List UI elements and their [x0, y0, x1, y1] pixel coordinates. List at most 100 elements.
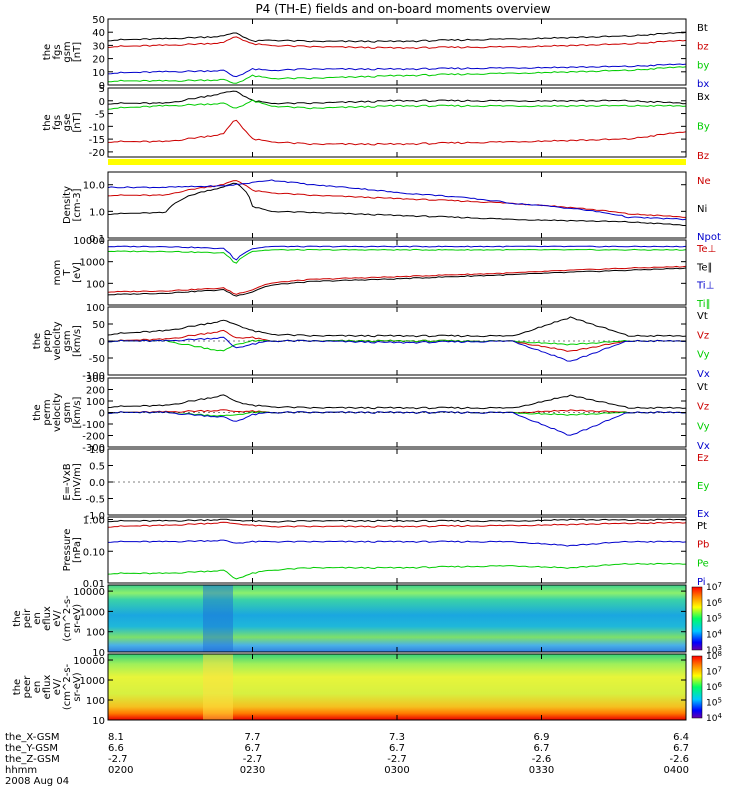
peer-colorbar-tick: 106 — [706, 681, 722, 693]
peer-ytick-label: 10 — [92, 716, 105, 727]
peir-spectrogram — [108, 585, 686, 652]
temperature-ytick-label: 1000 — [80, 258, 105, 269]
efield-ytick-label: 1.0 — [89, 445, 105, 456]
density-ytick-label: 0.1 — [89, 234, 105, 245]
peer-ylabel-line: en — [32, 681, 43, 694]
temperature-ylabel-line: T — [62, 269, 73, 277]
fgs_mag-legend-bz: bz — [697, 42, 709, 53]
pressure-ylabel-line: [nPa] — [72, 537, 83, 563]
panel-peer: 104 105 106 107 108 10 100 1000 10000 the peer en ef… — [12, 650, 722, 727]
density-legend-Npot: Npot — [697, 232, 721, 243]
temperature-series-Te⊥ — [107, 265, 687, 295]
vel_perm-series-Vt — [107, 394, 687, 410]
density-legend-Ni: Ni — [697, 204, 707, 215]
fgs_mag-series-Bt — [107, 31, 687, 43]
temperature-series-Te∥ — [107, 267, 687, 297]
fgs_gse-ytick-label: 5 — [99, 84, 105, 95]
peer-ytick-label: 1000 — [80, 676, 105, 687]
peer-ylabel-line: eflux — [42, 675, 53, 700]
fgs_gse-series-Bx — [107, 90, 687, 105]
footer-value-t: 0400 — [664, 765, 689, 776]
fgs_mag-ytick-label: 30 — [92, 41, 105, 52]
efield-ylabel-line: [mV/m] — [72, 463, 83, 501]
pressure-ytick-label: 0.10 — [83, 547, 105, 558]
footer-value-x: 6.4 — [673, 732, 689, 743]
peir-ytick-label: 100 — [86, 628, 105, 639]
peir-colorbar-tick: 105 — [706, 613, 722, 625]
efield-legend-Ex: Ex — [697, 509, 709, 520]
footer-group: the_X-GSM the_Y-GSM the_Z-GSM hhmm 2008 … — [5, 732, 689, 787]
footer-value-x: 8.1 — [108, 732, 124, 743]
pressure-ytick-label: 1.00 — [83, 516, 105, 527]
vel_perp-legend-Vx: Vx — [697, 369, 710, 380]
density-ytick-label: 10.0 — [83, 181, 105, 192]
fgs_gse-ytick-label: -5 — [95, 110, 105, 121]
peir-colorbar-tick: 107 — [706, 581, 722, 593]
footer-label-x: the_X-GSM — [5, 732, 59, 743]
efield-ytick-label: 0.5 — [89, 462, 105, 473]
footer-value-x: 7.7 — [245, 732, 261, 743]
fgs_gse-legend-Bx: Bx — [697, 92, 710, 103]
peir-event-band — [203, 585, 233, 652]
peir-ylabel-line: peir — [22, 608, 33, 628]
fgs_mag-series-by — [107, 66, 687, 84]
vel_perp-ytick-label: 0 — [99, 337, 105, 348]
panel-fgs_mag: 0 10 20 30 40 50 the fgs gsm [nT] Bt bz by bx — [42, 15, 709, 92]
fgs_gse-ylabel-line: [nT] — [72, 112, 83, 132]
temperature-series-Ti⊥ — [107, 245, 687, 261]
density-series-Ni — [107, 182, 686, 226]
fgs_gse-ytick-label: -10 — [89, 122, 105, 133]
temperature-series-Ti∥ — [107, 248, 687, 264]
fgs_mag-ylabel-line: the — [42, 44, 53, 60]
vel_perm-ylabel-line: gsm — [62, 402, 73, 423]
footer-value-y: 6.7 — [389, 743, 405, 754]
panel-vel_perp: -100 -50 0 50 100 the perp velocity gsm [km/s] Vt V… — [32, 303, 710, 382]
fgs_gse-ylabel-line: the — [42, 114, 53, 130]
peer-ylabel-line: sr-eV) — [72, 672, 83, 701]
peer-ytick-label: 100 — [86, 696, 105, 707]
peir-ylabel-line: eV/ — [52, 610, 63, 627]
vel_perm-legend-Vz: Vz — [697, 402, 709, 413]
panel-pressure: 0.01 0.10 1.00 Pressure [nPa] Pt Pb Pe Pi — [62, 516, 709, 590]
fgs_mag-ylabel-line: [nT] — [72, 42, 83, 62]
efield-ytick-label: -0.5 — [85, 495, 105, 506]
peer-ylabel-line: peer — [22, 675, 33, 699]
fgs_gse-series-Bz — [108, 119, 687, 146]
vel_perp-ylabel-line: gsm — [62, 330, 73, 351]
efield-legend-Ez: Ez — [697, 453, 709, 464]
vel_perm-ylabel-line: the — [32, 404, 43, 420]
vel_perp-ylabel-line: perp — [42, 330, 53, 353]
fgs_mag-ytick-label: 20 — [92, 55, 105, 66]
efield-ytick-label: 0.0 — [89, 478, 105, 489]
peer-event-band — [203, 654, 233, 720]
vel_perm-ytick-label: 200 — [86, 386, 105, 397]
vel_perp-ylabel-line: the — [32, 333, 43, 349]
fgs_mag-ylabel-line: fgs — [52, 44, 63, 59]
peir-ytick-label: 1000 — [80, 607, 105, 618]
footer-value-z: -2.6 — [669, 754, 689, 765]
footer-label-y: the_Y-GSM — [5, 743, 58, 754]
vel_perm-legend-Vy: Vy — [697, 421, 710, 432]
efield-ylabel-line: E=-VxB — [62, 463, 73, 500]
fgs_mag-legend-bx: bx — [697, 79, 709, 90]
peer-ytick-label: 10000 — [73, 656, 105, 667]
fgs_gse-series-By — [107, 99, 687, 110]
vel_perp-legend-Vz: Vz — [697, 330, 709, 341]
temperature-ytick-label: 100 — [86, 279, 105, 290]
peer-ylabel-line: (cm^2-s- — [62, 663, 73, 710]
peir-colorbar-tick: 106 — [706, 597, 722, 609]
yellow-status-bar — [108, 159, 686, 165]
fgs_gse-legend-Bz: Bz — [697, 151, 709, 162]
fgs_mag-ytick-label: 40 — [92, 28, 105, 39]
footer-date: 2008 Aug 04 — [5, 776, 69, 787]
footer-value-y: 6.6 — [108, 743, 124, 754]
vel_perp-ylabel-line: [km/s] — [72, 325, 83, 357]
figure-title: P4 (TH-E) fields and on-board moments ov… — [255, 2, 550, 16]
peir-ytick-label: 10 — [92, 648, 105, 659]
vel_perp-ylabel-line: velocity — [52, 321, 63, 360]
pressure-ytick-label: 0.01 — [83, 579, 105, 590]
footer-label-z: the_Z-GSM — [5, 754, 60, 765]
vel_perm-ytick-label: 100 — [86, 397, 105, 408]
vel_perm-series-Vx — [107, 411, 687, 436]
